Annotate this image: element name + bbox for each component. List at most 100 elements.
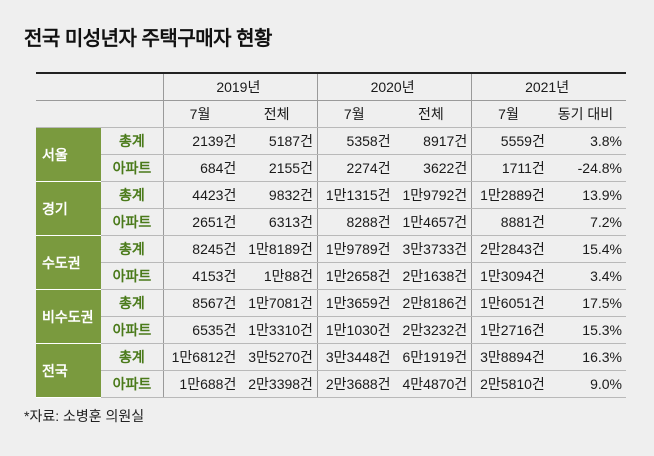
- value-cell: 5559건: [471, 127, 549, 155]
- table-body: 서울 총계 2139건 5187건 5358건 8917건 5559건 3.8% 아파트 684건…: [36, 127, 626, 398]
- value-cell: 1만6812건: [162, 343, 241, 371]
- value-cell: 1만3094건: [471, 262, 549, 290]
- row-type-label: 총계: [101, 235, 164, 263]
- value-cell: 9832건: [240, 181, 318, 209]
- value-cell: 2155건: [240, 154, 318, 182]
- row-type-label: 아파트: [101, 262, 164, 290]
- buyers-table: 2019년 2020년 2021년 7월 전체 7월 전체 7월 동기 대비 서…: [36, 72, 626, 398]
- value-cell: 3만8894건: [471, 343, 549, 371]
- row-type-label: 총계: [101, 127, 164, 155]
- value-cell: 6313건: [240, 208, 318, 236]
- value-cell: 2274건: [316, 154, 395, 182]
- corner-cell: [36, 72, 164, 101]
- table-row: 아파트 1만688건 2만3398건 2만3688건 4만4870건 2만5810건 9.0…: [36, 370, 626, 398]
- value-cell: 15.4%: [548, 235, 626, 263]
- subheader-cell: 7월: [162, 100, 241, 128]
- page-title: 전국 미성년자 주택구매자 현황: [24, 28, 272, 50]
- corner-cell: [36, 100, 164, 128]
- value-cell: 1만88건: [240, 262, 318, 290]
- value-cell: 6만1919건: [394, 343, 472, 371]
- value-cell: 1만1030건: [316, 316, 395, 344]
- value-cell: 1만8189건: [240, 235, 318, 263]
- value-cell: 5187건: [240, 127, 318, 155]
- region-label: 경기: [36, 181, 102, 236]
- value-cell: 8881건: [471, 208, 549, 236]
- table-row: 수도권 총계 8245건 1만8189건 1만9789건 3만3733건 2만2843건 15…: [36, 235, 626, 290]
- year-2020: 2020년: [316, 72, 472, 101]
- row-type-label: 아파트: [101, 154, 164, 182]
- region-label: 전국: [36, 343, 102, 398]
- value-cell: 6535건: [162, 316, 241, 344]
- value-cell: 4만4870건: [394, 370, 472, 398]
- subheader-row: 7월 전체 7월 전체 7월 동기 대비: [36, 100, 626, 128]
- row-type-label: 총계: [101, 343, 164, 371]
- value-cell: 4423건: [162, 181, 241, 209]
- value-cell: 1만688건: [162, 370, 241, 398]
- value-cell: 3만3733건: [394, 235, 472, 263]
- value-cell: 3.8%: [548, 127, 626, 155]
- value-cell: -24.8%: [548, 154, 626, 182]
- value-cell: 2만1638건: [394, 262, 472, 290]
- value-cell: 1만1315건: [316, 181, 395, 209]
- value-cell: 1만4657건: [394, 208, 472, 236]
- source-footnote: *자료: 소병훈 의원실: [24, 408, 145, 424]
- value-cell: 1만2716건: [471, 316, 549, 344]
- value-cell: 1만2889건: [471, 181, 549, 209]
- subheader-cell: 전체: [240, 100, 318, 128]
- year-2021: 2021년: [471, 72, 626, 101]
- value-cell: 15.3%: [548, 316, 626, 344]
- value-cell: 3만3448건: [316, 343, 395, 371]
- value-cell: 8567건: [162, 289, 241, 317]
- value-cell: 1만9789건: [316, 235, 395, 263]
- value-cell: 1만9792건: [394, 181, 472, 209]
- value-cell: 4153건: [162, 262, 241, 290]
- row-type-label: 총계: [101, 289, 164, 317]
- value-cell: 1만2658건: [316, 262, 395, 290]
- table-row: 서울 총계 2139건 5187건 5358건 8917건 5559건 3.8%: [36, 127, 626, 182]
- value-cell: 1만3659건: [316, 289, 395, 317]
- value-cell: 1만3310건: [240, 316, 318, 344]
- value-cell: 3만5270건: [240, 343, 318, 371]
- value-cell: 16.3%: [548, 343, 626, 371]
- table-row: 비수도권 총계 8567건 1만7081건 1만3659건 2만8186건 1만6051건 1…: [36, 289, 626, 344]
- value-cell: 13.9%: [548, 181, 626, 209]
- value-cell: 7.2%: [548, 208, 626, 236]
- value-cell: 1711건: [471, 154, 549, 182]
- value-cell: 5358건: [316, 127, 395, 155]
- table-row: 아파트 4153건 1만88건 1만2658건 2만1638건 1만3094건 3.4%: [36, 262, 626, 290]
- row-type-label: 아파트: [101, 316, 164, 344]
- value-cell: 684건: [162, 154, 241, 182]
- region-label: 비수도권: [36, 289, 102, 344]
- row-type-label: 아파트: [101, 370, 164, 398]
- row-type-label: 총계: [101, 181, 164, 209]
- value-cell: 8288건: [316, 208, 395, 236]
- value-cell: 17.5%: [548, 289, 626, 317]
- value-cell: 2만5810건: [471, 370, 549, 398]
- table-row: 경기 총계 4423건 9832건 1만1315건 1만9792건 1만2889건 13.9%: [36, 181, 626, 236]
- subheader-cell: 7월: [471, 100, 549, 128]
- value-cell: 1만6051건: [471, 289, 549, 317]
- subheader-cell: 7월: [316, 100, 395, 128]
- value-cell: 2만3398건: [240, 370, 318, 398]
- value-cell: 9.0%: [548, 370, 626, 398]
- value-cell: 8245건: [162, 235, 241, 263]
- table-row: 아파트 684건 2155건 2274건 3622건 1711건 -24.8%: [36, 154, 626, 182]
- table-row: 전국 총계 1만6812건 3만5270건 3만3448건 6만1919건 3만8894건 1…: [36, 343, 626, 398]
- row-type-label: 아파트: [101, 208, 164, 236]
- value-cell: 2만3232건: [394, 316, 472, 344]
- value-cell: 2139건: [162, 127, 241, 155]
- value-cell: 3622건: [394, 154, 472, 182]
- table-row: 아파트 2651건 6313건 8288건 1만4657건 8881건 7.2%: [36, 208, 626, 236]
- region-label: 수도권: [36, 235, 102, 290]
- year-2019: 2019년: [162, 72, 318, 101]
- value-cell: 2만3688건: [316, 370, 395, 398]
- year-header-row: 2019년 2020년 2021년: [36, 72, 626, 101]
- subheader-cell: 동기 대비: [548, 100, 626, 128]
- value-cell: 2만8186건: [394, 289, 472, 317]
- value-cell: 2651건: [162, 208, 241, 236]
- value-cell: 3.4%: [548, 262, 626, 290]
- value-cell: 2만2843건: [471, 235, 549, 263]
- region-label: 서울: [36, 127, 102, 182]
- value-cell: 1만7081건: [240, 289, 318, 317]
- table-row: 아파트 6535건 1만3310건 1만1030건 2만3232건 1만2716건 15.3…: [36, 316, 626, 344]
